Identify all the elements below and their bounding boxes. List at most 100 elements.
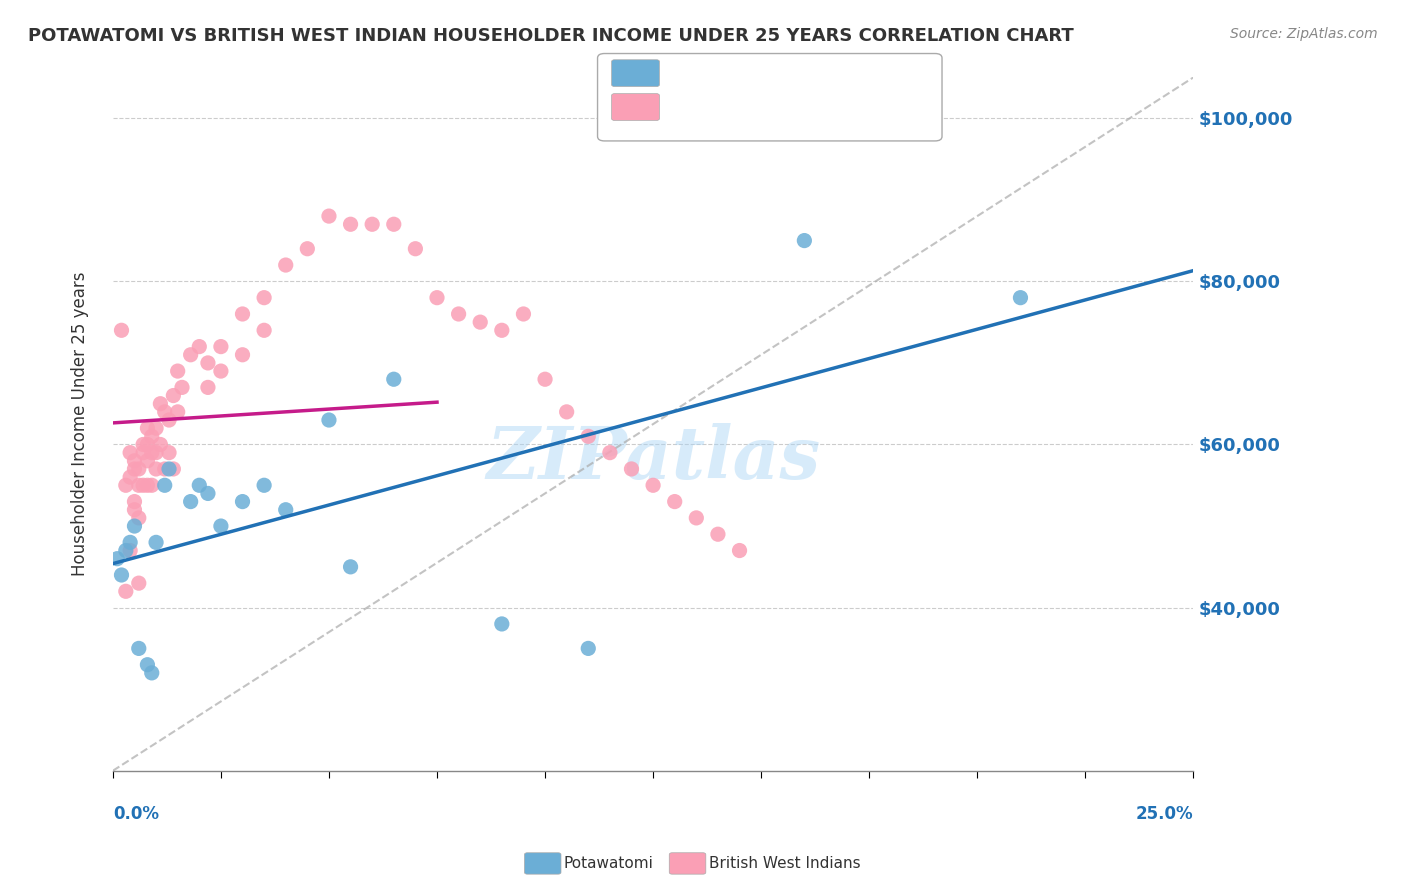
Point	[555, 405, 578, 419]
Point	[491, 323, 513, 337]
Point	[124, 502, 146, 516]
Point	[170, 380, 193, 394]
Point	[318, 413, 340, 427]
Point	[153, 405, 176, 419]
Point	[114, 478, 136, 492]
Point	[166, 364, 188, 378]
Point	[124, 519, 146, 533]
Point	[197, 356, 219, 370]
Point	[188, 478, 211, 492]
Point	[382, 217, 405, 231]
Point	[128, 511, 150, 525]
Point	[180, 494, 202, 508]
Point	[447, 307, 470, 321]
Point	[153, 462, 176, 476]
Point	[620, 462, 643, 476]
Point	[145, 445, 167, 459]
Point	[120, 470, 142, 484]
Point	[339, 217, 361, 231]
Point	[128, 478, 150, 492]
Point	[124, 462, 146, 476]
Text: 0.0%: 0.0%	[112, 805, 159, 823]
Point	[274, 258, 297, 272]
Point	[141, 429, 163, 443]
Point	[426, 291, 449, 305]
Point	[231, 307, 253, 321]
Text: 0.393: 0.393	[707, 63, 761, 81]
Point	[157, 462, 180, 476]
Point	[793, 234, 815, 248]
Text: POTAWATOMI VS BRITISH WEST INDIAN HOUSEHOLDER INCOME UNDER 25 YEARS CORRELATION : POTAWATOMI VS BRITISH WEST INDIAN HOUSEH…	[28, 27, 1074, 45]
Point	[339, 559, 361, 574]
Point	[253, 291, 276, 305]
Point	[124, 494, 146, 508]
Point	[180, 348, 202, 362]
Point	[576, 429, 599, 443]
Point	[105, 551, 128, 566]
Point	[141, 665, 163, 680]
Point	[114, 543, 136, 558]
Text: 25: 25	[823, 63, 845, 81]
Point	[149, 397, 172, 411]
Point	[491, 616, 513, 631]
Point	[209, 519, 232, 533]
Point	[128, 641, 150, 656]
Point	[197, 380, 219, 394]
Point	[664, 494, 686, 508]
Point	[110, 323, 132, 337]
Point	[141, 445, 163, 459]
Point	[209, 340, 232, 354]
Point	[136, 437, 159, 451]
Point	[114, 584, 136, 599]
Point	[512, 307, 534, 321]
Point	[136, 421, 159, 435]
Point	[404, 242, 426, 256]
Point	[145, 421, 167, 435]
Point	[599, 445, 621, 459]
Point	[197, 486, 219, 500]
Point	[231, 348, 253, 362]
Point	[124, 454, 146, 468]
Point	[728, 543, 751, 558]
Point	[1010, 291, 1032, 305]
Y-axis label: Householder Income Under 25 years: Householder Income Under 25 years	[72, 272, 89, 576]
Text: 25.0%: 25.0%	[1136, 805, 1194, 823]
Point	[297, 242, 319, 256]
Text: Potawatomi: Potawatomi	[564, 856, 654, 871]
Text: N =: N =	[780, 63, 817, 81]
Point	[576, 641, 599, 656]
Point	[162, 462, 184, 476]
Text: R =: R =	[665, 63, 702, 81]
Point	[132, 478, 155, 492]
Point	[132, 445, 155, 459]
Point	[209, 364, 232, 378]
Point	[231, 494, 253, 508]
Point	[274, 502, 297, 516]
Point	[253, 478, 276, 492]
Point	[157, 413, 180, 427]
Point	[162, 388, 184, 402]
Point	[707, 527, 730, 541]
Point	[253, 323, 276, 337]
Point	[132, 437, 155, 451]
Point	[128, 462, 150, 476]
Point	[188, 340, 211, 354]
Point	[157, 445, 180, 459]
Point	[110, 568, 132, 582]
Point	[361, 217, 384, 231]
Point	[685, 511, 707, 525]
Point	[145, 462, 167, 476]
Point	[145, 535, 167, 549]
Point	[120, 535, 142, 549]
Text: 0.271: 0.271	[707, 97, 759, 115]
Point	[120, 543, 142, 558]
Point	[136, 478, 159, 492]
Text: N =: N =	[780, 97, 817, 115]
Point	[534, 372, 557, 386]
Point	[141, 478, 163, 492]
Text: British West Indians: British West Indians	[709, 856, 860, 871]
Point	[166, 405, 188, 419]
Point	[470, 315, 492, 329]
Point	[136, 454, 159, 468]
Point	[318, 209, 340, 223]
